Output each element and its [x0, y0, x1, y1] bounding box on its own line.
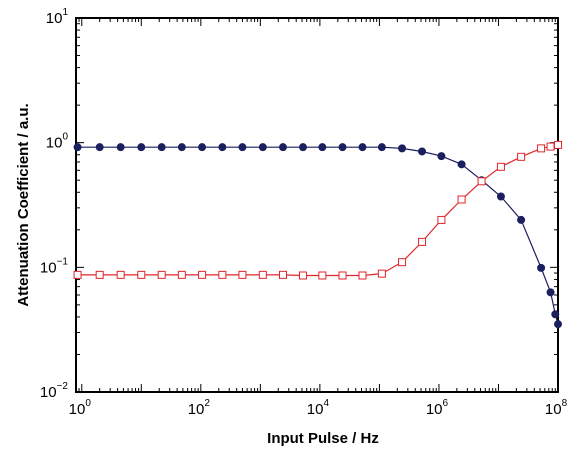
x-tick-label: 104 [307, 398, 330, 418]
data-point [517, 152, 526, 161]
data-point [258, 270, 267, 279]
data-point [95, 270, 104, 279]
data-point [278, 143, 287, 152]
data-point [218, 143, 227, 152]
data-point [358, 271, 367, 280]
y-tick-label: 10−2 [40, 381, 69, 401]
data-point [457, 160, 466, 169]
data-point [73, 143, 82, 152]
data-point [418, 237, 427, 246]
data-point [157, 270, 166, 279]
x-tick-label: 108 [545, 398, 568, 418]
data-point [437, 152, 446, 161]
axes: 100 102 104 106 108 10−2 10−1 100 101 [40, 7, 568, 418]
data-point [116, 143, 125, 152]
data-point [177, 270, 186, 279]
x-tick-label: 106 [426, 398, 449, 418]
data-point [496, 162, 505, 171]
x-tick-label: 100 [69, 398, 92, 418]
data-point [157, 143, 166, 152]
data-point [137, 143, 146, 152]
series-2 [73, 140, 562, 280]
data-point [398, 144, 407, 153]
data-point [554, 320, 563, 329]
data-point [377, 143, 386, 152]
data-point [95, 143, 104, 152]
data-point [338, 271, 347, 280]
data-point [198, 270, 207, 279]
data-point [546, 142, 555, 151]
y-axis-label: Attenuation Coefficient / a.u. [15, 103, 32, 306]
x-tick-label: 102 [188, 398, 211, 418]
data-point [177, 143, 186, 152]
series-layer [73, 140, 563, 329]
series-1-line [77, 146, 559, 325]
data-point [551, 310, 560, 319]
data-point [457, 195, 466, 204]
data-point [218, 270, 227, 279]
data-point [137, 270, 146, 279]
data-point [298, 271, 307, 280]
series-2-line [77, 144, 559, 277]
data-point [116, 270, 125, 279]
data-point [554, 140, 562, 149]
data-point [238, 143, 247, 152]
data-point [298, 143, 307, 152]
data-point [517, 215, 526, 224]
data-point [537, 144, 546, 153]
x-axis-label: Input Pulse / Hz [267, 430, 379, 447]
data-point [418, 147, 427, 156]
data-point [198, 143, 207, 152]
y-tick-label: 101 [46, 7, 69, 27]
data-point [377, 269, 386, 278]
data-point [398, 258, 407, 267]
data-point [278, 270, 287, 279]
data-point [358, 143, 367, 152]
data-point [437, 215, 446, 224]
data-point [258, 143, 267, 152]
data-point [537, 263, 546, 272]
data-point [496, 192, 505, 201]
plot-frame [75, 17, 559, 393]
y-tick-label: 100 [46, 132, 69, 152]
data-point [477, 177, 486, 186]
data-point [238, 270, 247, 279]
data-point [73, 270, 82, 279]
data-point [318, 143, 327, 152]
data-point [546, 288, 555, 297]
series-1 [73, 143, 563, 329]
y-tick-label: 10−1 [40, 256, 69, 276]
data-point [318, 271, 327, 280]
data-point [338, 143, 347, 152]
